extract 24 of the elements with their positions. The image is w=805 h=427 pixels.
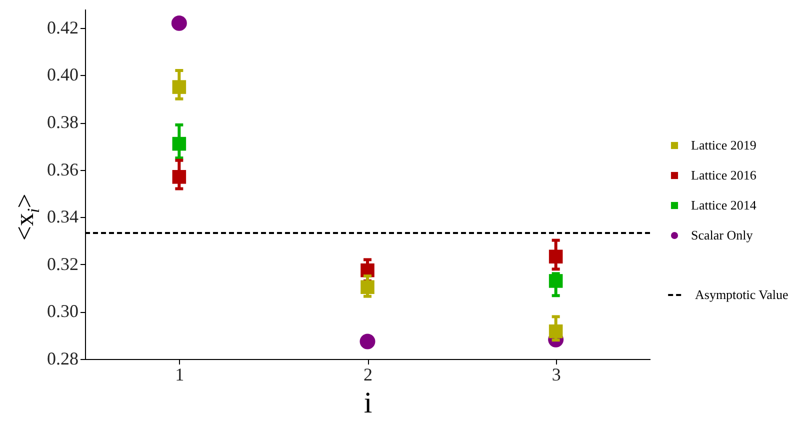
point bbox=[172, 80, 186, 94]
x-tick-label: 3 bbox=[552, 364, 561, 384]
y-tick-label: 0.28 bbox=[47, 348, 78, 368]
point bbox=[172, 170, 186, 184]
point bbox=[548, 324, 563, 338]
point bbox=[360, 334, 376, 350]
legend-label: Lattice 2019 bbox=[691, 138, 756, 152]
y-tick-label: 0.42 bbox=[47, 17, 78, 38]
x-tick-label: 1 bbox=[175, 364, 184, 384]
y-tick-label: 0.40 bbox=[47, 64, 78, 85]
legend-label: Scalar Only bbox=[691, 228, 754, 242]
legend-label: Asymptotic Value bbox=[695, 287, 789, 302]
y-tick-label: 0.34 bbox=[47, 206, 78, 227]
y-tick-label: 0.38 bbox=[47, 112, 78, 132]
y-tick-label: 0.30 bbox=[47, 301, 78, 322]
y-tick-label: 0.32 bbox=[47, 254, 78, 274]
point bbox=[172, 136, 186, 151]
legend-label: Lattice 2016 bbox=[691, 168, 757, 182]
point bbox=[171, 15, 187, 31]
point bbox=[548, 250, 563, 264]
y-tick-label: 0.36 bbox=[47, 159, 78, 180]
legend-label: Lattice 2014 bbox=[691, 198, 757, 212]
x-tick-label: 2 bbox=[364, 364, 372, 384]
x-axis-title: i bbox=[364, 386, 372, 420]
